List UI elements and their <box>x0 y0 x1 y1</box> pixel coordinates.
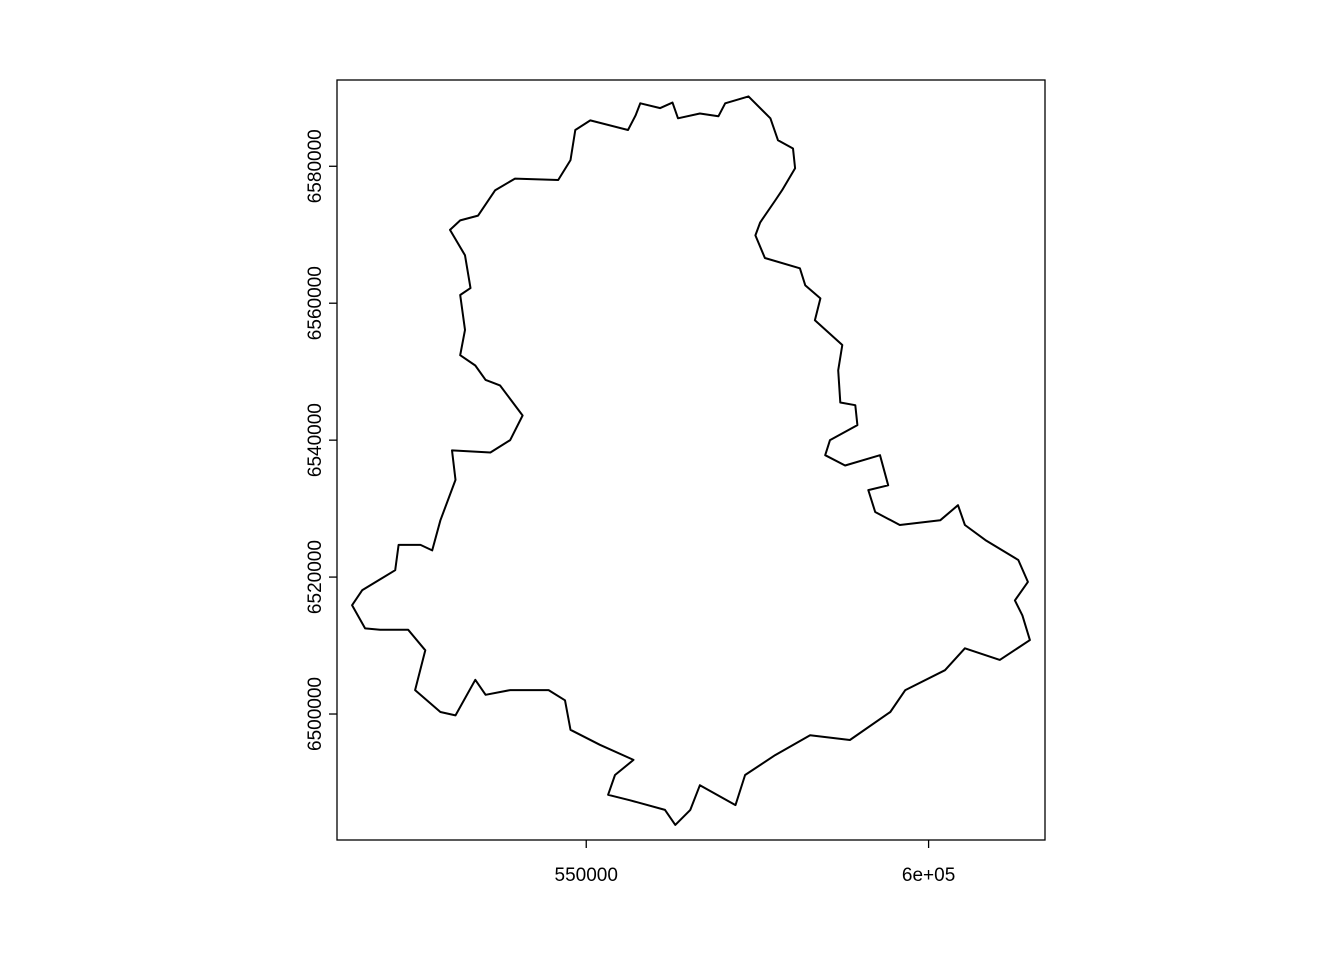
y-tick-label: 6560000 <box>305 266 326 340</box>
y-tick-label: 6500000 <box>305 677 326 751</box>
plot-box <box>336 79 1046 841</box>
x-axis: 550000 6e+05 <box>555 840 955 886</box>
y-tick-label: 6540000 <box>305 403 326 477</box>
x-tick-label: 550000 <box>555 865 618 886</box>
y-tick-label: 6520000 <box>305 540 326 614</box>
y-tick-label: 6580000 <box>305 129 326 203</box>
y-axis: 6500000 6520000 6540000 6560000 6580000 <box>305 129 337 751</box>
x-tick-label: 6e+05 <box>902 865 955 886</box>
region-outline <box>351 95 1031 826</box>
